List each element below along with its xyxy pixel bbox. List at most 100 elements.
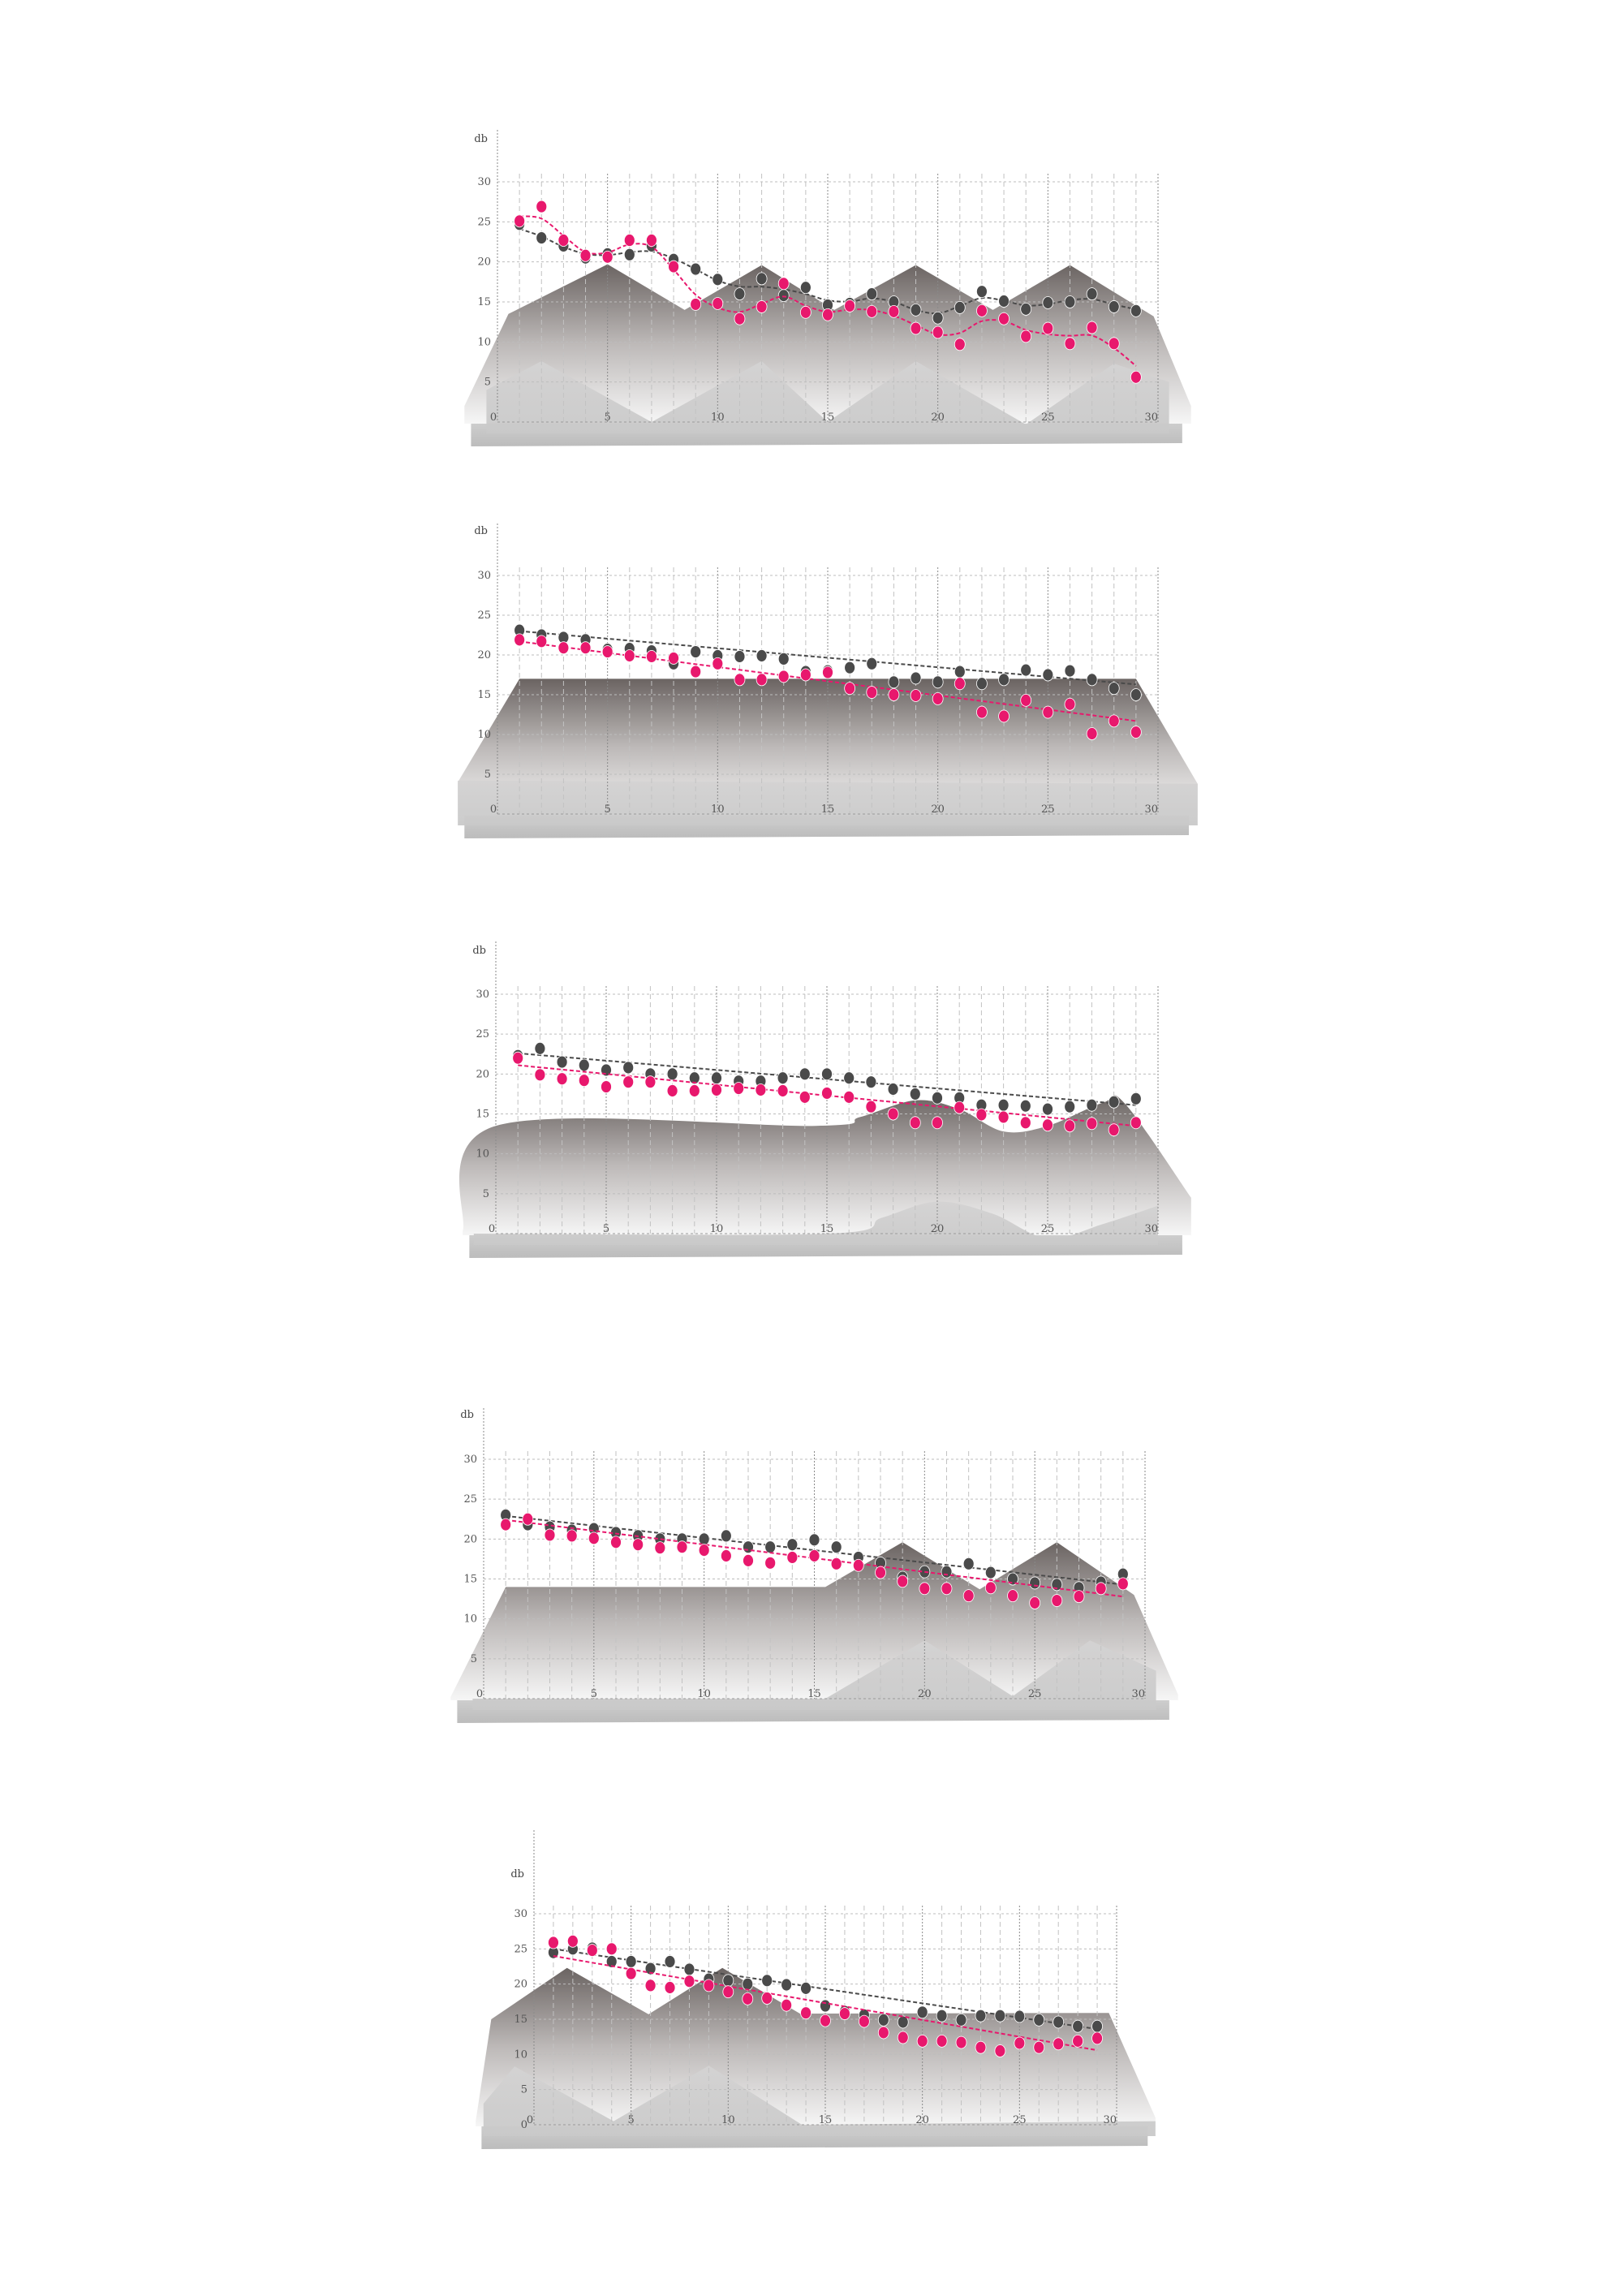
data-point [683, 1962, 695, 1976]
data-point [976, 705, 988, 719]
x-tick-label: 10 [710, 1223, 724, 1235]
terrain-front [458, 780, 1198, 825]
data-point [1086, 1117, 1098, 1131]
data-point [777, 277, 790, 291]
data-point [1020, 302, 1032, 316]
data-point [623, 649, 635, 662]
x-tick-label: 15 [821, 411, 835, 424]
data-point [558, 641, 570, 655]
x-tick-label: 5 [628, 2114, 635, 2126]
data-point [690, 645, 702, 658]
data-point [720, 1529, 732, 1543]
chart-3: db 5 10 15 20 25 30 0 5 10 15 20 25 30 [458, 941, 1191, 1258]
data-point [756, 300, 768, 313]
data-point [605, 1955, 618, 1968]
series-1 [514, 623, 1142, 701]
data-point [514, 633, 526, 647]
data-point [866, 657, 878, 670]
y-tick-label: 15 [477, 689, 491, 701]
y-tick-label: 20 [463, 1533, 477, 1545]
x-tick-label: 20 [931, 803, 945, 816]
y-axis-label: db [474, 525, 488, 537]
data-point [664, 1981, 676, 1994]
data-point [888, 675, 900, 689]
data-point [1064, 1100, 1076, 1114]
data-point [722, 1974, 734, 1988]
data-point [588, 1531, 600, 1545]
x-tick-label: 0 [490, 411, 497, 424]
data-point [866, 287, 878, 301]
data-point [888, 304, 900, 318]
x-tick-label: 5 [603, 1223, 609, 1235]
x-tick-label: 30 [1103, 2114, 1117, 2126]
x-tick-label: 25 [1041, 1223, 1055, 1235]
series-2 [514, 633, 1142, 740]
data-point [1064, 295, 1076, 308]
data-point [1042, 296, 1054, 309]
data-point [998, 312, 1010, 325]
data-point [578, 1074, 590, 1088]
data-point [755, 1083, 767, 1096]
data-point [556, 1072, 568, 1086]
data-point [822, 666, 833, 679]
y-tick-label: 30 [477, 176, 491, 188]
data-point [1108, 1095, 1120, 1109]
data-point [558, 234, 570, 247]
trend-line [519, 630, 1136, 686]
x-tick-label: 25 [1013, 2114, 1027, 2126]
data-point [799, 1090, 811, 1104]
data-point [654, 1541, 666, 1555]
data-point [955, 2035, 967, 2049]
data-point [888, 688, 900, 701]
data-point [865, 1075, 877, 1089]
data-point [764, 1556, 777, 1570]
data-point [622, 1061, 635, 1075]
terrain-back [476, 1967, 1156, 2126]
data-point [897, 2015, 909, 2029]
data-point [1020, 693, 1032, 707]
data-point [808, 1533, 820, 1547]
data-point [887, 1083, 899, 1096]
data-point [866, 686, 878, 699]
terrain-front [483, 2066, 1156, 2136]
data-point [852, 1558, 864, 1572]
data-point [1020, 663, 1032, 677]
y-tick-label: 10 [477, 336, 491, 348]
x-tick-label: 25 [1041, 411, 1055, 424]
data-point [666, 1067, 678, 1081]
data-point [1014, 2036, 1026, 2050]
data-point [976, 304, 988, 317]
data-point [1130, 726, 1142, 739]
data-point [756, 272, 768, 286]
data-point [522, 1512, 534, 1526]
data-point [941, 1582, 953, 1596]
data-point [722, 1985, 734, 1999]
x-tick-label: 15 [820, 1223, 834, 1235]
data-point [839, 2007, 850, 2020]
data-point [781, 1998, 793, 2012]
data-point [799, 305, 812, 319]
data-point [936, 2009, 948, 2022]
data-point [601, 1080, 612, 1093]
data-point [676, 1540, 688, 1554]
data-point [1108, 300, 1120, 313]
data-point [1086, 321, 1098, 334]
x-tick-label: 0 [490, 803, 497, 816]
data-point [1108, 682, 1120, 696]
data-point [994, 2044, 1006, 2057]
y-tick-label: 5 [521, 2084, 527, 2096]
data-point [761, 1992, 773, 2005]
data-point [711, 1083, 722, 1096]
y-tick-label: 10 [514, 2048, 527, 2061]
y-axis-label: db [460, 1409, 474, 1421]
data-point [1086, 727, 1098, 740]
data-point [910, 303, 922, 317]
data-point [1053, 2037, 1065, 2051]
data-point [1072, 2034, 1084, 2048]
data-point [734, 287, 746, 301]
data-point [668, 652, 679, 665]
data-point [820, 2014, 831, 2027]
chart-4: db 5 10 15 20 25 30 0 5 10 15 20 25 30 [450, 1408, 1178, 1723]
data-point [1091, 2019, 1103, 2033]
data-point [1095, 1582, 1107, 1596]
